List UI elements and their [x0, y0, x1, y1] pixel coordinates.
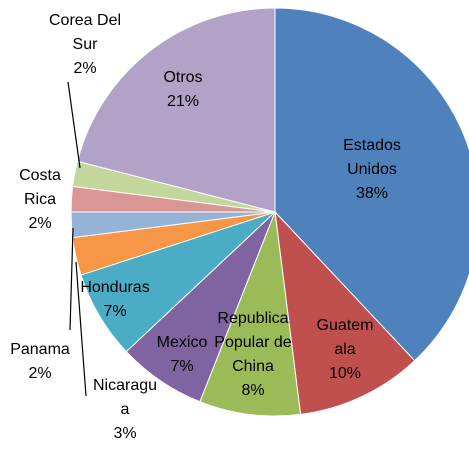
- category-name: Otros: [163, 69, 203, 86]
- value-label: 10%: [328, 365, 362, 382]
- leader-line: [69, 227, 74, 331]
- slice-label: Guatemala 10%: [314, 314, 376, 386]
- category-name: Nicaragua: [92, 377, 158, 418]
- slice-label: Nicaragua 3%: [90, 374, 160, 446]
- category-name: Honduras: [80, 279, 150, 296]
- slice-label: Costa Rica 2%: [10, 164, 70, 236]
- category-name: Estados Unidos: [343, 137, 401, 178]
- value-label: 21%: [166, 93, 200, 110]
- category-name: Corea Del Sur: [48, 12, 122, 53]
- slice-label: Estados Unidos 38%: [317, 134, 427, 206]
- slice-label: Corea Del Sur 2%: [40, 9, 130, 81]
- category-name: Mexico: [156, 334, 208, 351]
- value-label: 2%: [28, 365, 52, 382]
- pie-slice: [76, 7, 276, 213]
- value-label: 7%: [103, 303, 127, 320]
- slice-label: Republica Popular de China 8%: [212, 307, 294, 403]
- leader-line: [75, 261, 87, 397]
- leader-line: [67, 81, 81, 169]
- slice-label: Mexico 7%: [152, 331, 212, 379]
- category-name: Republica Popular de China: [214, 310, 292, 375]
- value-label: 3%: [113, 425, 137, 442]
- value-label: 38%: [355, 185, 389, 202]
- pie-slice: [199, 211, 302, 417]
- category-name: Costa Rica: [19, 167, 61, 208]
- slice-label: Otros 21%: [143, 66, 223, 114]
- category-name: Panama: [10, 341, 70, 358]
- category-name: Guatemala: [316, 317, 374, 358]
- pie-slice: [274, 7, 469, 362]
- value-label: 8%: [241, 382, 265, 399]
- slice-label: Honduras 7%: [70, 276, 160, 324]
- pie-slice: [274, 210, 416, 415]
- slice-label: Panama 2%: [5, 338, 75, 386]
- value-label: 2%: [28, 215, 52, 232]
- value-label: 7%: [170, 358, 194, 375]
- value-label: 2%: [73, 60, 97, 77]
